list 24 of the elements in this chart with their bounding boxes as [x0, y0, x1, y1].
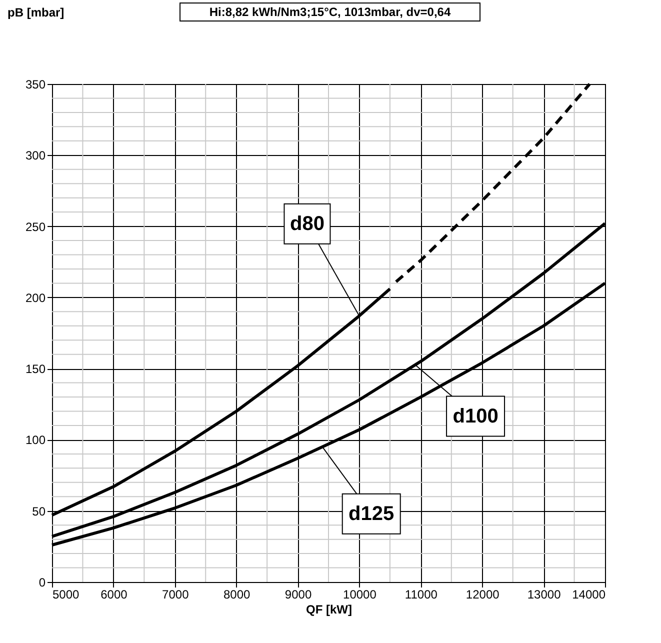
x-tick-label: 6000 [100, 588, 128, 602]
x-tick-label: 8000 [223, 588, 251, 602]
x-tick-label: 5000 [52, 588, 80, 602]
y-tick-label: 100 [25, 433, 46, 448]
y-tick-label: 200 [25, 290, 46, 305]
x-tick-label: 7000 [162, 588, 190, 602]
x-tick-label: 13000 [527, 588, 562, 602]
x-tick-label: 10000 [343, 588, 377, 602]
x-tick-label: 9000 [284, 588, 312, 602]
y-tick-label: 50 [32, 504, 46, 518]
annotation: d80 [290, 212, 324, 235]
x-axis-title: QF [kW] [306, 602, 352, 616]
x-tick-label: 11000 [404, 588, 438, 602]
annotation: d125 [348, 502, 394, 525]
y-tick-label: 0 [38, 576, 46, 590]
y-tick-label: 150 [25, 362, 46, 376]
annotation: d100 [452, 405, 498, 428]
x-tick-label: 12000 [466, 588, 500, 602]
chart-title: Hi:8,82 kWh/Nm3;15°C, 1013mbar, dv=0,64 [209, 5, 451, 19]
x-tick-label: 14000 [572, 588, 606, 602]
y-tick-label: 350 [25, 78, 46, 92]
y-tick-label: 250 [25, 220, 46, 234]
y-tick-label: 300 [25, 148, 46, 163]
y-axis-title: pB [mbar] [8, 6, 64, 20]
